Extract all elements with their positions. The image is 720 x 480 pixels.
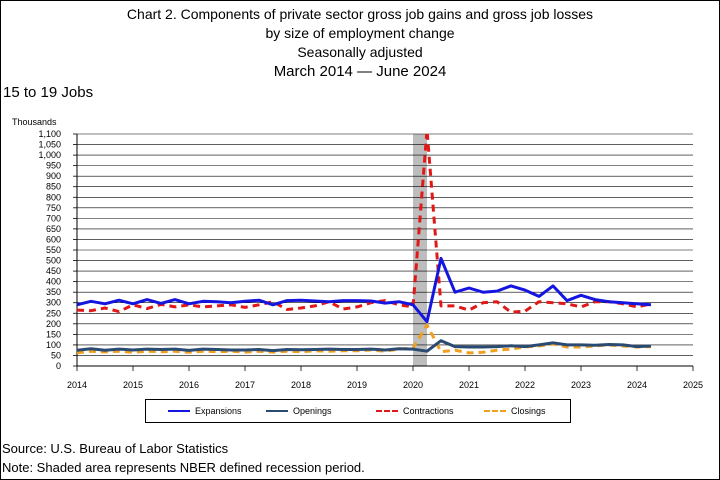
y-tick-label: 300 [46, 298, 61, 308]
chart-title-line4: March 2014 — June 2024 [273, 63, 447, 80]
legend-swatch-openings [266, 410, 288, 412]
y-tick-label: 500 [46, 256, 61, 266]
x-tick-label: 2024 [627, 380, 647, 390]
y-tick-label: 800 [46, 192, 61, 202]
legend-item-openings: Openings [266, 400, 332, 422]
legend-item-expansions: Expansions [168, 400, 242, 422]
y-tick-label: 1,000 [38, 150, 61, 160]
y-tick-label: 1,050 [38, 140, 61, 150]
chart-title-line1: Chart 2. Components of private sector gr… [126, 6, 594, 22]
chart-subtitle: 15 to 19 Jobs [3, 84, 94, 101]
x-tick-label: 2016 [179, 380, 199, 390]
x-tick-label: 2014 [67, 380, 87, 390]
legend-label-expansions: Expansions [195, 406, 242, 416]
y-tick-label: 200 [46, 319, 61, 329]
chart-title-line3: Seasonally adjusted [297, 44, 423, 60]
y-tick-label: 150 [46, 329, 61, 339]
y-tick-label: 250 [46, 308, 61, 318]
x-tick-label: 2019 [347, 380, 367, 390]
y-tick-label: 550 [46, 245, 61, 255]
x-tick-label: 2021 [459, 380, 479, 390]
y-tick-label: 350 [46, 287, 61, 297]
legend-swatch-expansions [168, 410, 190, 412]
y-tick-label: 750 [46, 203, 61, 213]
x-tick-label: 2020 [403, 380, 423, 390]
legend-label-contractions: Contractions [403, 406, 454, 416]
x-tick-label: 2023 [571, 380, 591, 390]
y-tick-label: 0 [56, 361, 61, 371]
y-tick-label: 50 [51, 350, 61, 360]
x-tick-label: 2022 [515, 380, 535, 390]
y-tick-label: 400 [46, 277, 61, 287]
legend-label-closings: Closings [511, 406, 546, 416]
y-tick-label: 900 [46, 171, 61, 181]
y-tick-label: 100 [46, 340, 61, 350]
y-tick-label: 650 [46, 224, 61, 234]
source-note: Source: U.S. Bureau of Labor Statistics [2, 441, 229, 456]
x-tick-label: 2025 [683, 380, 703, 390]
x-tick-label: 2017 [235, 380, 255, 390]
y-tick-label: 1,100 [38, 129, 61, 139]
y-tick-label: 850 [46, 182, 61, 192]
y-tick-label: 600 [46, 234, 61, 244]
recession-note: Note: Shaded area represents NBER define… [2, 460, 365, 475]
series-line-expansions [77, 256, 652, 324]
chart-title-line2: by size of employment change [265, 25, 455, 41]
y-tick-label: 700 [46, 213, 61, 223]
legend-label-openings: Openings [293, 406, 332, 416]
legend-swatch-closings [484, 410, 506, 412]
y-tick-label: 450 [46, 266, 61, 276]
legend-item-closings: Closings [484, 400, 546, 422]
y-tick-label: 950 [46, 161, 61, 171]
x-tick-label: 2018 [291, 380, 311, 390]
series-line-contractions [77, 134, 652, 314]
chart-legend: Expansions Openings Contractions Closing… [145, 399, 571, 423]
series-line-openings [77, 339, 652, 353]
legend-swatch-contractions [376, 410, 398, 412]
y-axis-label: Thousands [12, 117, 57, 127]
legend-item-contractions: Contractions [376, 400, 454, 422]
x-tick-label: 2015 [123, 380, 143, 390]
